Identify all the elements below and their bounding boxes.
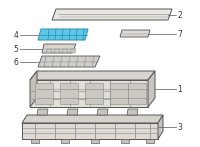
Polygon shape [62,49,68,53]
Text: 7: 7 [177,30,182,39]
Polygon shape [42,44,76,53]
Polygon shape [60,83,78,104]
Polygon shape [70,49,76,53]
Text: 4: 4 [13,30,18,40]
Polygon shape [158,115,163,139]
Polygon shape [110,83,128,104]
Polygon shape [52,9,172,20]
Polygon shape [121,139,129,143]
Text: 5: 5 [13,45,18,54]
Text: 2: 2 [177,10,182,20]
Text: 3: 3 [177,122,182,132]
Polygon shape [128,83,146,104]
Polygon shape [30,71,155,80]
Polygon shape [148,71,155,107]
Polygon shape [38,56,100,67]
Polygon shape [30,71,37,107]
Polygon shape [54,49,60,53]
Polygon shape [46,49,52,53]
Polygon shape [22,115,163,123]
Polygon shape [85,83,103,104]
Polygon shape [146,139,154,143]
Polygon shape [127,109,138,115]
Polygon shape [120,30,150,37]
Polygon shape [30,80,148,107]
Polygon shape [91,139,99,143]
Polygon shape [31,139,39,143]
Text: 6: 6 [13,57,18,66]
Polygon shape [35,83,53,104]
Polygon shape [97,109,108,115]
Polygon shape [38,29,88,40]
Polygon shape [37,109,48,115]
Text: 1: 1 [177,85,182,93]
Polygon shape [67,109,78,115]
Polygon shape [22,123,158,139]
Polygon shape [61,139,69,143]
